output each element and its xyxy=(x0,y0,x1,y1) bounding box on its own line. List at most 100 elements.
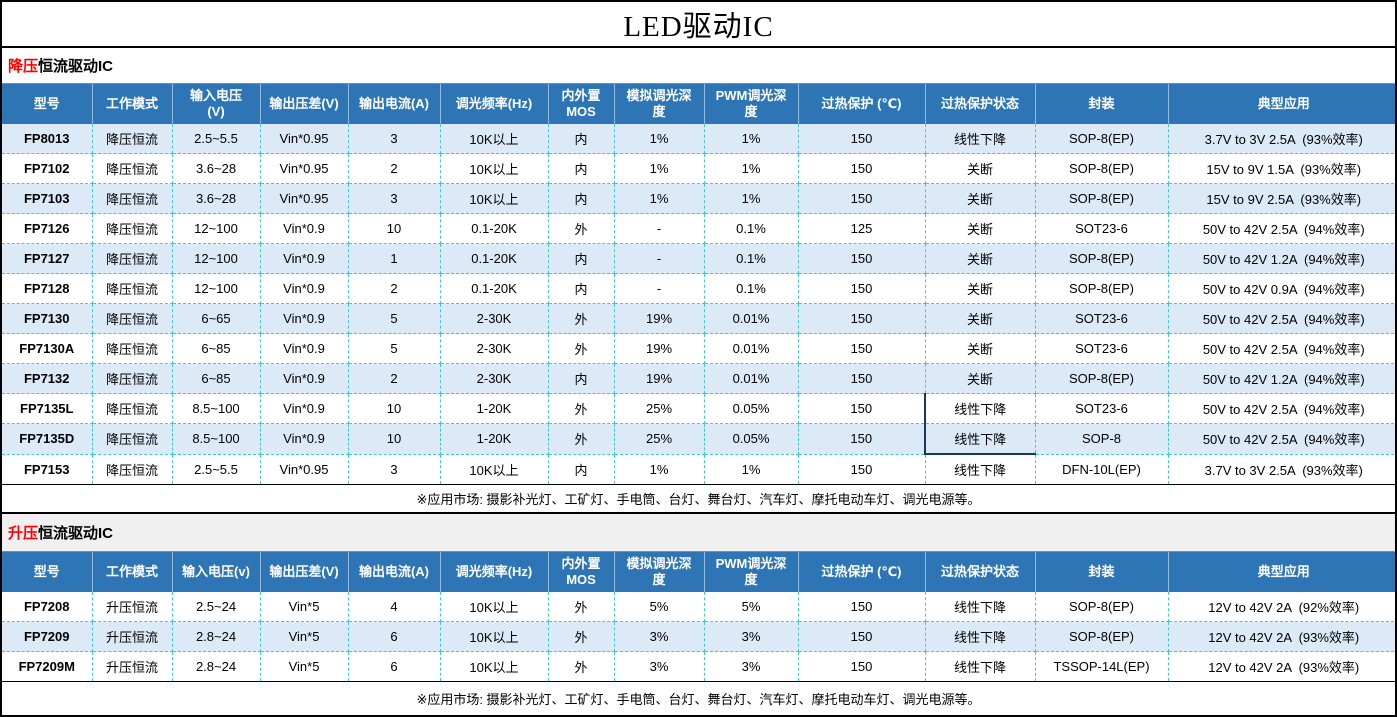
cell: - xyxy=(614,243,705,274)
cell: 12V to 42V 2A (92%效率) xyxy=(1168,592,1395,622)
cell: 降压恒流 xyxy=(92,243,173,274)
cell: 19% xyxy=(614,333,705,364)
cell: SOP-8(EP) xyxy=(1035,621,1169,652)
cell: 6~65 xyxy=(172,303,261,334)
model-cell: FP7130 xyxy=(2,303,93,334)
column-header: 封装 xyxy=(1035,552,1169,592)
cell: 10K以上 xyxy=(440,592,549,622)
boost-driver-table: 型号 工作模式 输入电压(v) 输出压差(V) 输出电流(A) 调光频率(Hz) 内外置 M… xyxy=(2,552,1395,681)
cell: 关断 xyxy=(925,363,1036,394)
cell: 线性下降 xyxy=(924,423,1036,455)
model-cell: FP7209 xyxy=(2,621,93,652)
cell: 1-20K xyxy=(440,393,549,424)
cell: 线性下降 xyxy=(925,592,1036,622)
cell: 10 xyxy=(348,393,441,424)
cell: 150 xyxy=(798,333,926,364)
cell: 50V to 42V 2.5A (94%效率) xyxy=(1168,303,1395,334)
cell: 关断 xyxy=(925,273,1036,304)
cell: 150 xyxy=(798,423,926,455)
cell: 150 xyxy=(798,592,926,622)
buck-driver-table: 型号 工作模式 输入电压 (V) 输出压差(V) 输出电流(A) 调光频率(Hz) 内外置 … xyxy=(2,84,1395,484)
cell: 6~85 xyxy=(172,333,261,364)
cell: 升压恒流 xyxy=(92,651,173,681)
cell: 3 xyxy=(348,454,441,484)
cell: Vin*0.95 xyxy=(260,454,349,484)
column-header: 输出压差(V) xyxy=(260,84,349,124)
cell: 降压恒流 xyxy=(92,213,173,244)
cell: SOP-8(EP) xyxy=(1035,153,1169,184)
cell: 125 xyxy=(798,213,926,244)
table-row: FP7126 降压恒流 12~100 Vin*0.9 10 0.1-20K 外 -0.1% 12… xyxy=(2,213,1395,244)
table-row: FP7128 降压恒流 12~100 Vin*0.9 2 0.1-20K 内 -0.1% 150… xyxy=(2,273,1395,304)
cell: 25% xyxy=(614,393,705,424)
cell: SOT23-6 xyxy=(1035,303,1169,334)
column-header: 内外置 MOS xyxy=(548,552,615,592)
table-row: FP7209 升压恒流 2.8~24 Vin*5 6 10K以上外 3% 3% 150 线性下降 S… xyxy=(2,621,1395,652)
cell: Vin*0.9 xyxy=(260,423,349,455)
column-header: 模拟调光深 度 xyxy=(614,84,705,124)
cell: Vin*0.9 xyxy=(260,333,349,364)
table-row: FP8013 降压恒流 2.5~5.5 Vin*0.95 3 10K以上内 1% 1% 150 线… xyxy=(2,124,1395,154)
cell: 2 xyxy=(348,273,441,304)
cell: 线性下降 xyxy=(925,454,1036,484)
cell: 6 xyxy=(348,651,441,681)
cell: Vin*5 xyxy=(260,621,349,652)
cell: 3% xyxy=(704,621,799,652)
cell: 12V to 42V 2A (93%效率) xyxy=(1168,621,1395,652)
column-header: 过热保护 (℃) xyxy=(798,552,926,592)
cell: Vin*5 xyxy=(260,592,349,622)
cell: 1% xyxy=(704,183,799,214)
cell: 外 xyxy=(548,303,615,334)
cell: 1% xyxy=(614,124,705,154)
cell: 19% xyxy=(614,303,705,334)
cell: 0.1% xyxy=(704,243,799,274)
column-header: PWM调光深 度 xyxy=(704,552,799,592)
cell: 150 xyxy=(798,393,926,424)
cell: 关断 xyxy=(925,153,1036,184)
cell: 50V to 42V 2.5A (94%效率) xyxy=(1168,423,1395,455)
cell: 10 xyxy=(348,213,441,244)
cell: 0.01% xyxy=(704,333,799,364)
column-header: PWM调光深 度 xyxy=(704,84,799,124)
cell: 150 xyxy=(798,124,926,154)
column-header: 调光频率(Hz) xyxy=(440,552,549,592)
cell: 8.5~100 xyxy=(172,393,261,424)
cell: SOP-8(EP) xyxy=(1035,124,1169,154)
cell: Vin*0.95 xyxy=(260,183,349,214)
column-header: 内外置 MOS xyxy=(548,84,615,124)
column-header: 过热保护状态 xyxy=(925,84,1036,124)
cell: Vin*0.9 xyxy=(260,303,349,334)
cell: DFN-10L(EP) xyxy=(1035,454,1169,484)
cell: 150 xyxy=(798,183,926,214)
cell: 1-20K xyxy=(440,423,549,455)
cell: 1% xyxy=(704,153,799,184)
model-cell: FP7132 xyxy=(2,363,93,394)
column-header: 输入电压(v) xyxy=(172,552,261,592)
column-header: 典型应用 xyxy=(1168,552,1395,592)
cell: 关断 xyxy=(925,183,1036,214)
cell: 10K以上 xyxy=(440,454,549,484)
cell: 降压恒流 xyxy=(92,273,173,304)
table-row: FP7135D 降压恒流 8.5~100 Vin*0.9 10 1-20K 外 25% 0.05… xyxy=(2,423,1395,455)
model-cell: FP7127 xyxy=(2,243,93,274)
cell: 降压恒流 xyxy=(92,363,173,394)
cell: 0.01% xyxy=(704,303,799,334)
cell: 关断 xyxy=(925,303,1036,334)
cell: 5% xyxy=(704,592,799,622)
cell: Vin*0.9 xyxy=(260,273,349,304)
cell: 10K以上 xyxy=(440,153,549,184)
column-header: 模拟调光深 度 xyxy=(614,552,705,592)
cell: 外 xyxy=(548,651,615,681)
cell: 3.6~28 xyxy=(172,183,261,214)
cell: 2.8~24 xyxy=(172,621,261,652)
cell: 0.1-20K xyxy=(440,213,549,244)
cell: 12~100 xyxy=(172,213,261,244)
cell: 2.5~5.5 xyxy=(172,124,261,154)
header-row: 型号 工作模式 输入电压(v) 输出压差(V) 输出电流(A) 调光频率(Hz) 内外置 M… xyxy=(2,552,1395,592)
column-header: 型号 xyxy=(2,552,93,592)
column-header: 输出电流(A) xyxy=(348,552,441,592)
cell: 0.05% xyxy=(704,393,799,424)
column-header: 工作模式 xyxy=(92,552,173,592)
cell: 19% xyxy=(614,363,705,394)
column-header: 输出压差(V) xyxy=(260,552,349,592)
